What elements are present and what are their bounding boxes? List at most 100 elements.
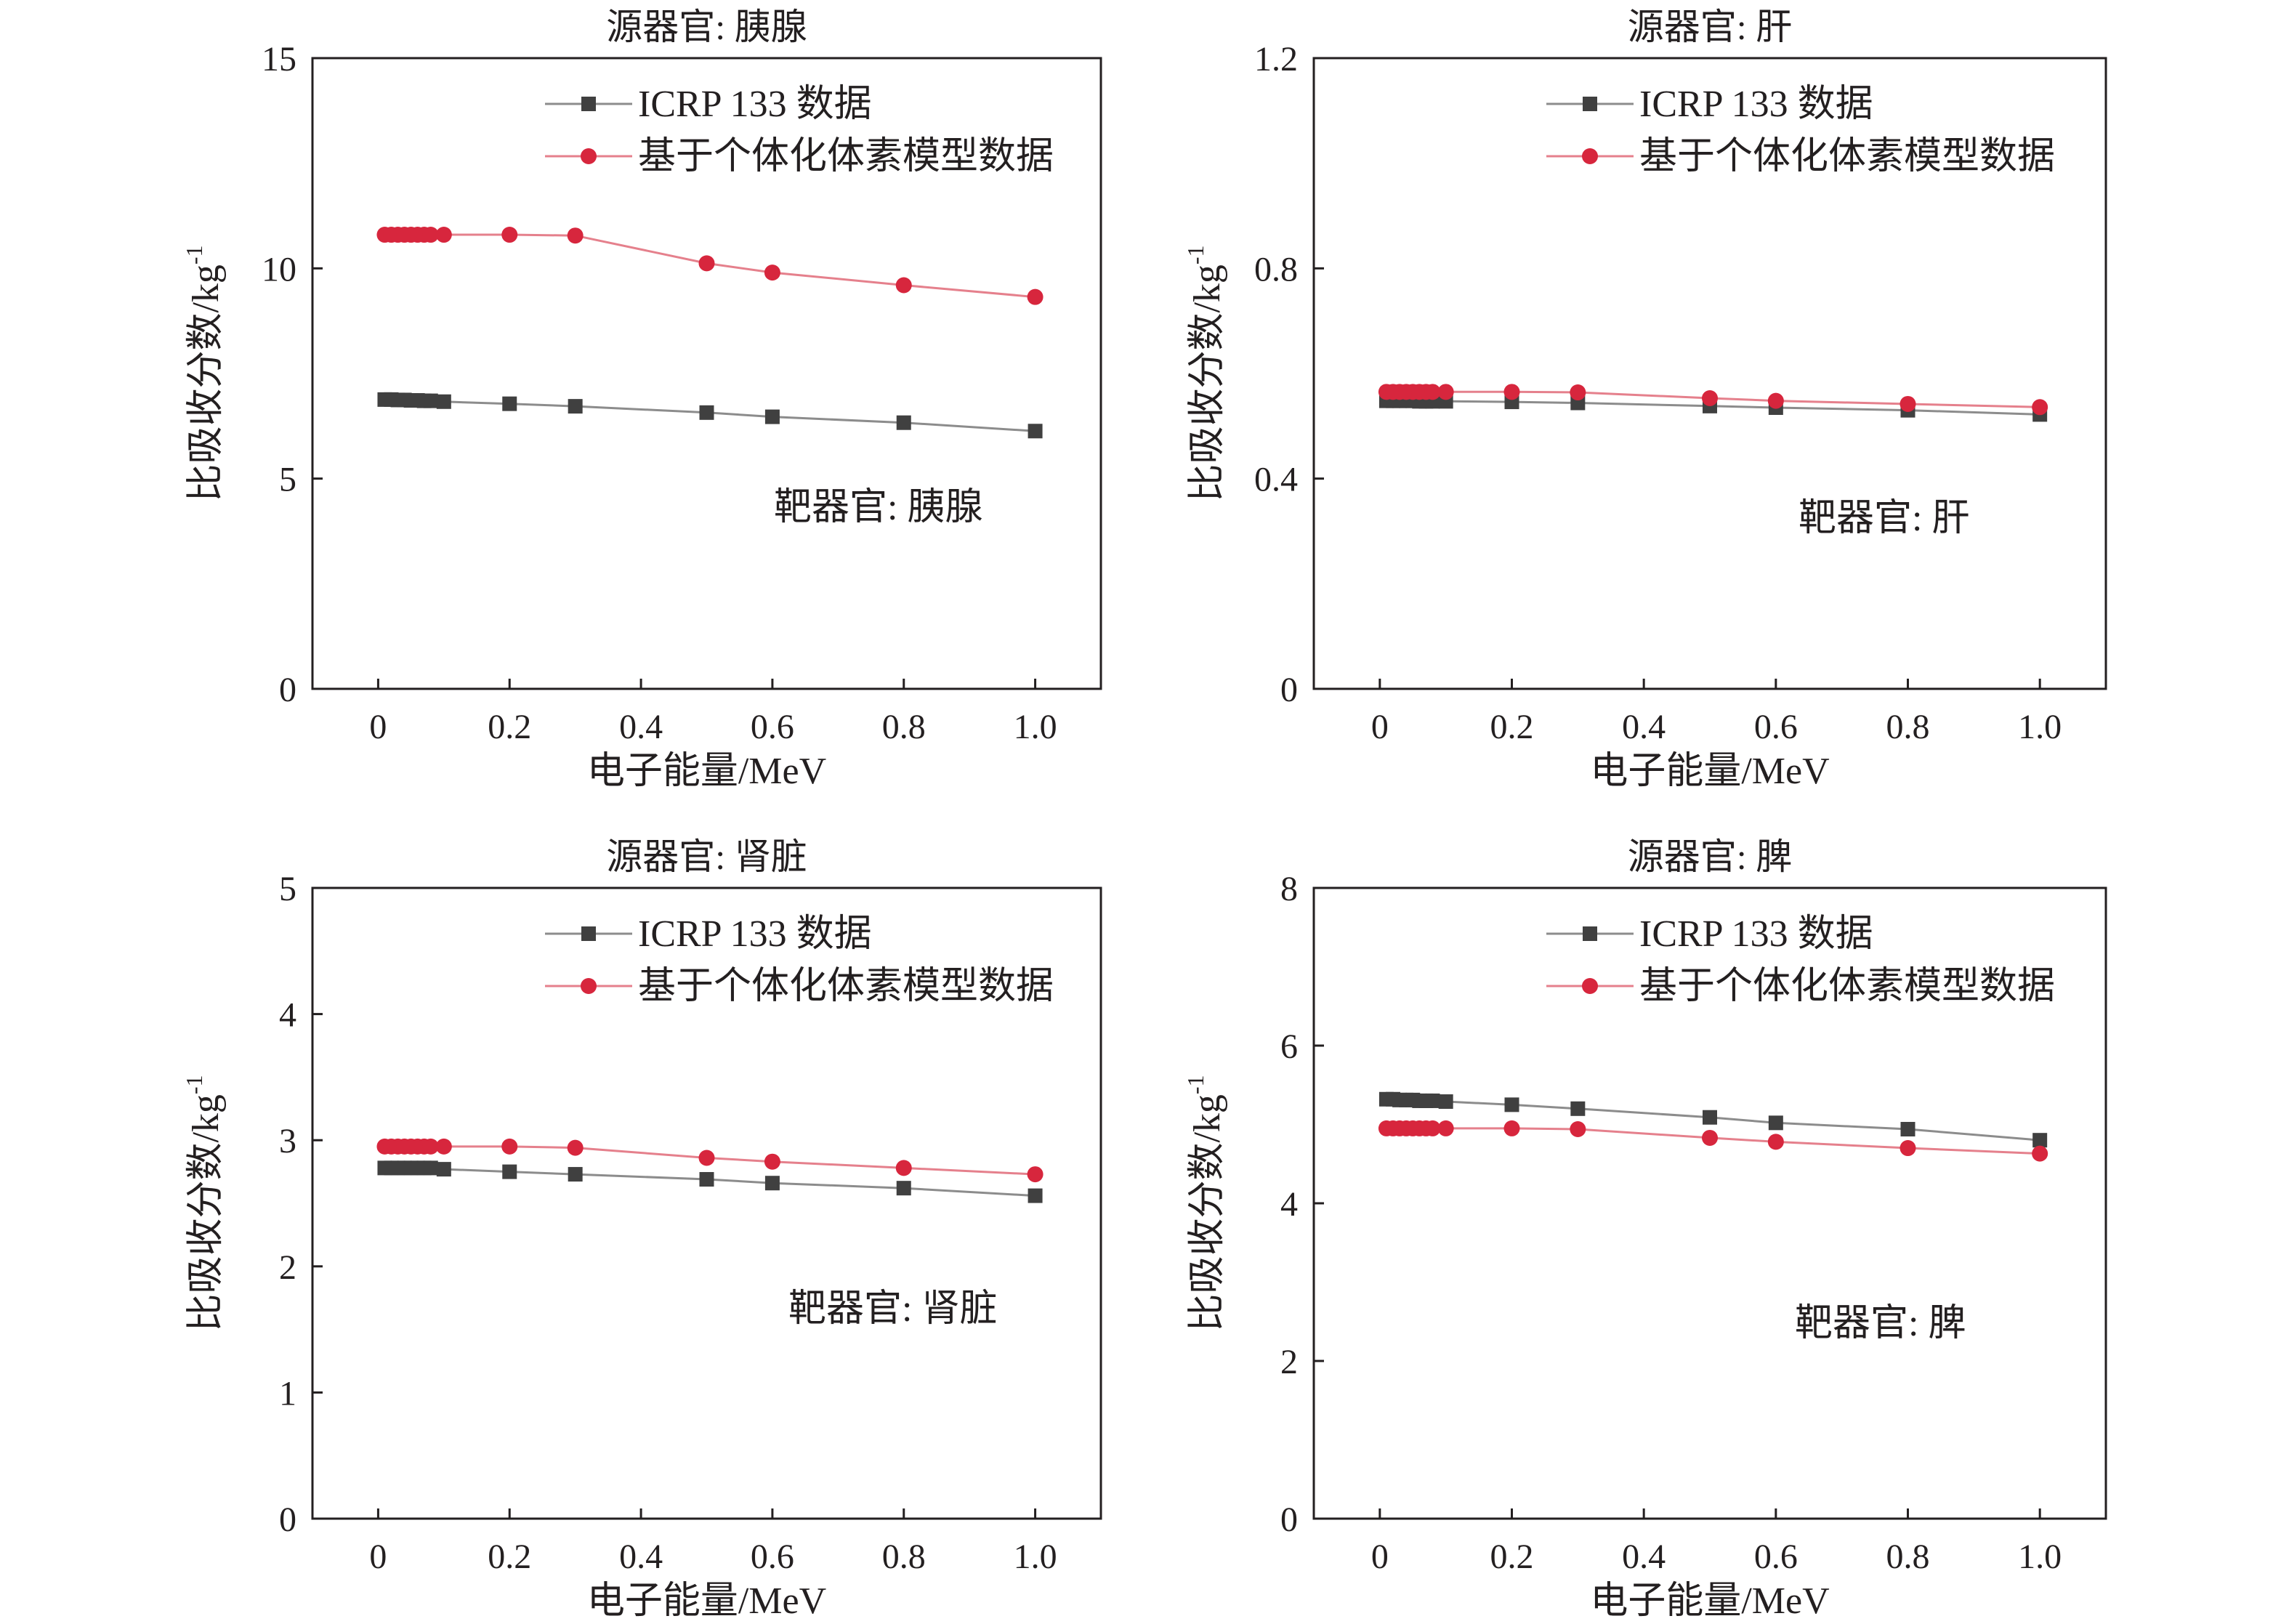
legend-marker-square [1583,926,1597,941]
y-axis-label-text: 比吸收分数/kg [1187,1094,1228,1331]
data-point-circle [1424,384,1441,400]
legend-label: 基于个体化体素模型数据 [1639,136,2055,177]
data-point-square [699,1172,714,1187]
chart-title: 源器官: 肝 [1628,7,1792,47]
data-point-circle [435,227,452,243]
legend-marker-square [581,926,596,941]
x-axis-label: 电子能量/MeV [1590,751,1829,792]
data-point-square [1570,1101,1586,1116]
x-tick-label: 0.2 [488,708,531,746]
data-point-circle [1027,1166,1043,1183]
chart-title: 源器官: 肾脏 [606,836,807,877]
y-tick-label: 0.4 [1254,461,1298,499]
legend-label: 基于个体化体素模型数据 [1639,966,2055,1007]
series-icrp-133 [377,392,1043,439]
data-point-square [568,1167,583,1182]
x-tick-label: 0 [1371,1538,1389,1576]
y-tick-label: 1 [279,1374,296,1413]
x-tick-label: 1.0 [2018,1538,2062,1576]
legend-label: ICRP 133 数据 [1639,913,1873,955]
target-organ-annotation: 靶器官: 脾 [1795,1303,1966,1344]
y-tick-label: 0 [279,1500,296,1539]
x-tick-label: 0.4 [1622,1538,1666,1576]
data-point-circle [1570,384,1586,401]
y-tick-label: 0 [1280,671,1298,709]
x-tick-label: 0.2 [1490,1538,1534,1576]
data-point-circle [895,277,912,294]
data-point-circle [764,1153,780,1170]
data-point-circle [2032,399,2048,416]
target-organ-annotation: 靶器官: 肝 [1798,498,1969,539]
x-tick-label: 0.8 [882,1538,926,1576]
legend-label: 基于个体化体素模型数据 [638,966,1054,1007]
legend-marker-circle [1582,978,1598,994]
data-point-square [568,399,583,414]
data-point-circle [2032,1145,2048,1162]
data-point-square [1028,424,1043,439]
y-tick-label: 8 [1280,870,1298,908]
y-tick-label: 4 [279,996,296,1035]
x-tick-label: 0.6 [1754,708,1798,746]
x-axis-label: 电子能量/MeV [1590,1580,1829,1622]
y-axis-label-superscript: -1 [181,1075,207,1094]
data-point-circle [1570,1121,1586,1138]
y-tick-label: 2 [279,1248,296,1287]
x-tick-label: 0.8 [1886,1538,1930,1576]
data-point-square [1438,1094,1453,1110]
data-point-square [896,415,911,430]
x-tick-label: 1.0 [2018,708,2062,746]
data-point-circle [764,264,780,281]
chart-panel-4: 源器官: 脾 0 0.2 0.4 0.6 0.8 1.0 0 2 4 6 8 电子能量/MeV 比吸收分数… [1182,836,2107,1622]
data-point-circle [895,1160,912,1176]
target-organ-annotation: 靶器官: 肾脏 [788,1288,997,1330]
plot-frame [311,57,1102,690]
data-point-circle [422,1138,439,1155]
series-voxel-model [376,227,1043,305]
data-point-circle [1503,384,1520,400]
chart-title: 源器官: 脾 [1628,836,1792,877]
data-point-square [436,1162,451,1177]
data-point-circle [501,1138,518,1155]
data-point-circle [698,255,715,272]
data-point-square [1425,1093,1440,1108]
legend-marker-circle [581,978,597,994]
y-axis-label-text: 比吸收分数/kg [1187,264,1228,501]
y-tick-label: 5 [279,870,296,908]
plot-frame [1312,57,2107,690]
x-tick-label: 0.6 [1754,1538,1798,1576]
x-axis-label: 电子能量/MeV [587,751,826,792]
y-tick-label: 1.2 [1254,40,1298,78]
data-point-circle [435,1138,452,1155]
chart-panel-1: 源器官: 胰腺 0 0.2 0.4 0.6 0.8 1.0 0 5 10 15 电子能量/MeV 比吸收… [181,7,1102,792]
y-tick-label: 2 [1280,1343,1298,1381]
data-point-circle [1027,288,1043,305]
x-tick-label: 0.4 [619,1538,663,1576]
x-tick-label: 0 [1371,708,1389,746]
y-tick-label: 0 [279,671,296,709]
legend-marker-square [581,97,596,111]
target-organ-annotation: 靶器官: 胰腺 [774,487,982,528]
data-point-square [1900,1122,1915,1137]
data-point-square [1703,1110,1717,1125]
y-tick-label: 10 [262,250,296,288]
legend-label: ICRP 133 数据 [1639,84,1873,125]
data-point-circle [1900,395,1916,412]
data-point-circle [1437,1120,1454,1136]
y-tick-label: 0.8 [1254,250,1298,288]
chart-panel-3: 源器官: 肾脏 0 0.2 0.4 0.6 0.8 1.0 0 1 2 3 4 5 电子能量/MeV 比吸收… [181,836,1102,1622]
data-point-circle [1503,1120,1520,1136]
x-tick-label: 1.0 [1014,1538,1057,1576]
data-point-square [2032,1133,2048,1148]
legend-marker-circle [1582,148,1598,164]
y-tick-label: 3 [279,1122,296,1160]
data-point-circle [1767,392,1784,409]
x-tick-label: 1.0 [1014,708,1057,746]
series-voxel-model [1378,1120,2048,1162]
x-tick-label: 0.4 [1622,708,1666,746]
y-tick-label: 15 [262,40,296,78]
data-point-square [502,1164,517,1179]
data-point-circle [1702,1129,1718,1146]
x-tick-label: 0.6 [751,1538,794,1576]
x-tick-label: 0.8 [882,708,926,746]
